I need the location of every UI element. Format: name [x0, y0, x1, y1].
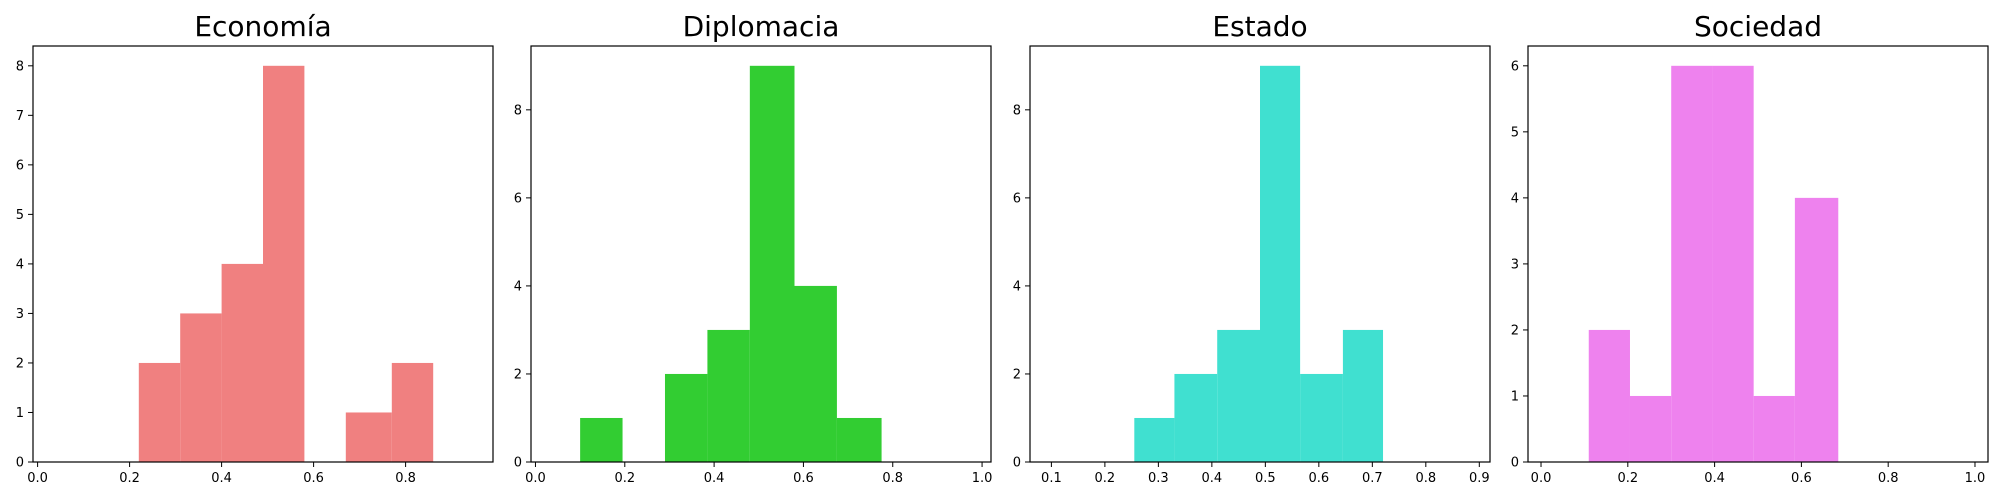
histogram-bar — [664, 373, 708, 462]
x-tick-label: 0.6 — [1791, 471, 1812, 486]
x-tick-label: 0.4 — [211, 471, 232, 486]
x-tick-label: 0.8 — [882, 471, 903, 486]
histogram-bar — [1794, 197, 1839, 462]
y-tick-label: 8 — [16, 59, 24, 74]
y-tick-label: 2 — [16, 356, 24, 371]
axes-frame — [1527, 45, 1989, 463]
histogram-bar — [221, 263, 263, 462]
x-tick-label: 0.2 — [1095, 471, 1116, 486]
x-tick-label: 0.1 — [1041, 471, 1062, 486]
x-tick-label: 0.2 — [119, 471, 140, 486]
y-tick-label: 2 — [1511, 323, 1519, 338]
x-tick-label: 0.4 — [1202, 471, 1223, 486]
histogram-bar — [1300, 373, 1343, 462]
histogram-bar — [1260, 65, 1301, 463]
histogram-bar — [391, 362, 434, 462]
histogram-bar — [180, 313, 222, 462]
y-tick-label: 5 — [16, 208, 24, 223]
x-tick-label: 0.9 — [1469, 471, 1490, 486]
y-tick-label: 8 — [514, 103, 522, 118]
histogram-bar — [1712, 65, 1754, 463]
histogram-bar — [749, 65, 795, 463]
histogram-bar — [1217, 329, 1260, 462]
axes-frame — [530, 45, 992, 463]
x-tick-label: 0.3 — [1148, 471, 1169, 486]
chart-title: Economía — [194, 10, 331, 43]
y-tick-label: 6 — [16, 158, 24, 173]
x-tick-label: 0.4 — [704, 471, 725, 486]
y-tick-label: 4 — [16, 257, 24, 272]
histogram-bar — [1588, 329, 1630, 462]
x-tick-label: 0.2 — [614, 471, 635, 486]
y-tick-label: 2 — [1013, 367, 1021, 382]
histogram-bar — [1671, 65, 1713, 463]
x-tick-label: 0.8 — [395, 471, 416, 486]
chart-title: Sociedad — [1694, 10, 1822, 43]
axes-frame — [1029, 45, 1491, 463]
y-tick-label: 2 — [514, 367, 522, 382]
histogram-bar — [836, 417, 882, 462]
axes-frame — [32, 45, 494, 463]
x-tick-label: 0.2 — [1617, 471, 1638, 486]
histogram-bar — [1134, 417, 1175, 462]
histogram-bar — [1342, 329, 1384, 462]
y-tick-label: 1 — [1511, 389, 1519, 404]
y-tick-label: 4 — [1511, 191, 1519, 206]
y-tick-label: 0 — [1511, 456, 1519, 471]
x-tick-label: 0.6 — [303, 471, 324, 486]
histogram-panel-2: Diplomacia 0.0 0.2 0.4 0.6 0.8 1.0 0 2 4 6 8 — [514, 10, 993, 486]
histogram-bar — [580, 417, 623, 462]
y-tick-label: 7 — [16, 109, 24, 124]
x-tick-label: 0.5 — [1255, 471, 1276, 486]
y-tick-label: 6 — [514, 191, 522, 206]
histogram-bar — [707, 329, 750, 462]
x-tick-label: 0.7 — [1362, 471, 1383, 486]
y-tick-label: 1 — [16, 406, 24, 421]
histogram-bar — [794, 285, 837, 462]
histogram-bar — [1174, 373, 1218, 462]
histogram-bar — [1629, 395, 1672, 462]
histogram-bar — [1753, 395, 1795, 462]
y-tick-label: 3 — [16, 307, 24, 322]
x-tick-label: 0.6 — [793, 471, 814, 486]
y-tick-label: 8 — [1013, 103, 1021, 118]
x-tick-label: 0.0 — [525, 471, 546, 486]
x-tick-label: 0.4 — [1704, 471, 1725, 486]
y-tick-label: 6 — [1013, 191, 1021, 206]
y-tick-label: 0 — [514, 456, 522, 471]
y-tick-label: 6 — [1511, 59, 1519, 74]
y-tick-label: 0 — [1013, 456, 1021, 471]
y-tick-label: 4 — [514, 279, 522, 294]
histogram-panel-4: Sociedad 0.0 0.2 0.4 0.6 0.8 1.0 0 1 2 3 4 5 6 — [1511, 10, 1989, 486]
x-tick-label: 0.8 — [1878, 471, 1899, 486]
x-tick-label: 0.8 — [1415, 471, 1436, 486]
histogram-panel-1: Economía 0.0 0.2 0.4 0.6 0.8 0 1 2 3 4 5 6 7 8 — [16, 10, 494, 486]
x-tick-label: 1.0 — [972, 471, 993, 486]
histogram-bar — [263, 65, 305, 463]
chart-title: Diplomacia — [683, 10, 840, 43]
x-tick-label: 1.0 — [1965, 471, 1986, 486]
y-tick-label: 4 — [1013, 279, 1021, 294]
histogram-panel-3: Estado 0.1 0.2 0.3 0.4 0.5 0.6 0.7 0.8 0.9 0 2 4 6 8 — [1013, 10, 1491, 486]
chart-title: Estado — [1212, 10, 1307, 43]
y-tick-label: 0 — [16, 456, 24, 471]
histogram-bar — [138, 362, 181, 462]
y-tick-label: 3 — [1511, 257, 1519, 272]
x-tick-label: 0.6 — [1308, 471, 1329, 486]
histogram-bar — [345, 412, 392, 462]
x-tick-label: 0.0 — [27, 471, 48, 486]
y-tick-label: 5 — [1511, 125, 1519, 140]
x-tick-label: 0.0 — [1531, 471, 1552, 486]
